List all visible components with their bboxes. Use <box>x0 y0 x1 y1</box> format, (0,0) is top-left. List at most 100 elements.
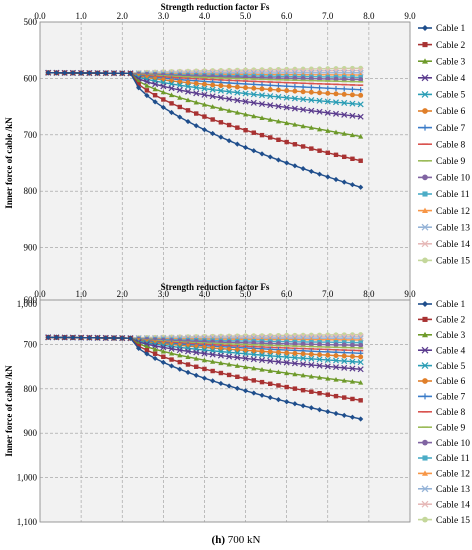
legend-swatch-marker <box>422 124 428 131</box>
data-point <box>325 375 331 381</box>
data-point <box>349 76 355 82</box>
data-point <box>218 380 224 387</box>
data-point <box>242 355 249 362</box>
data-point <box>242 364 249 370</box>
legend-item: Cable 5 <box>418 91 466 101</box>
legend-swatch-marker <box>422 439 428 446</box>
legend: Cable 1 Cable 2 Cable 3 Cable 4 Cable 5 Cable… <box>418 300 470 526</box>
y-axis-title: Inner force of cable /kN <box>4 365 14 457</box>
data-point <box>267 86 273 92</box>
data-point <box>202 366 207 372</box>
data-point <box>300 351 306 357</box>
legend-swatch-marker <box>422 174 428 181</box>
data-point <box>308 405 314 411</box>
data-point <box>300 123 306 129</box>
data-point <box>333 85 339 92</box>
data-point <box>316 362 323 369</box>
data-point <box>194 364 199 369</box>
data-point <box>358 87 364 93</box>
legend-label: Cable 2 <box>436 41 466 51</box>
plot-area <box>39 299 411 523</box>
data-point <box>242 90 249 97</box>
data-point <box>243 85 249 91</box>
data-point <box>349 414 356 420</box>
x-tick-label: 1.0 <box>75 11 87 21</box>
legend-item: Cable 6 <box>418 107 466 117</box>
legend-label: Cable 7 <box>436 393 466 403</box>
x-tick-label: 1.0 <box>75 289 87 299</box>
x-tick-label: 7.0 <box>322 11 334 21</box>
data-point <box>103 70 109 76</box>
data-point <box>251 148 257 154</box>
data-point <box>234 109 240 115</box>
data-point <box>358 77 364 82</box>
data-point <box>308 341 314 347</box>
data-point <box>341 179 347 185</box>
data-point <box>152 355 158 362</box>
data-point <box>308 97 315 104</box>
data-point <box>292 341 298 347</box>
data-point <box>242 98 249 105</box>
legend-item: Cable 8 <box>418 140 466 150</box>
data-point <box>275 87 281 93</box>
data-point <box>358 416 364 422</box>
data-point <box>316 407 323 413</box>
data-point <box>226 353 233 360</box>
data-point <box>217 94 224 101</box>
data-point <box>169 101 174 106</box>
data-point <box>136 345 142 352</box>
data-point <box>161 97 166 102</box>
legend-swatch-marker <box>422 207 428 213</box>
data-point <box>78 70 84 76</box>
data-point <box>258 352 266 359</box>
data-point <box>217 87 224 94</box>
data-point <box>119 335 125 341</box>
data-point <box>168 92 175 98</box>
data-point <box>284 370 290 376</box>
data-point <box>201 127 208 133</box>
data-point <box>258 357 266 364</box>
legend-label: Cable 9 <box>436 423 466 433</box>
data-point <box>70 334 76 341</box>
data-point <box>325 352 331 358</box>
data-point <box>349 132 356 138</box>
data-point <box>259 115 265 121</box>
data-point <box>259 348 265 354</box>
data-point <box>210 117 215 122</box>
data-point <box>349 353 355 359</box>
data-point <box>62 70 68 76</box>
data-point <box>324 363 331 370</box>
data-point <box>267 102 274 109</box>
legend-item: Cable 13 <box>418 485 470 495</box>
data-point <box>152 86 158 92</box>
data-point <box>325 90 331 96</box>
legend-item: Cable 10 <box>418 174 470 184</box>
y-tick-label: 600 <box>24 295 38 305</box>
data-point <box>177 79 183 85</box>
x-tick-label: 2.0 <box>117 11 129 21</box>
data-point <box>333 353 339 359</box>
data-point <box>275 93 282 100</box>
data-point <box>333 342 339 348</box>
legend-swatch-marker <box>421 362 429 370</box>
data-point <box>251 348 257 354</box>
data-point <box>317 390 322 396</box>
data-point <box>235 374 240 380</box>
legend-item: Cable 2 <box>418 41 466 51</box>
data-point <box>185 362 191 367</box>
data-point <box>325 85 331 91</box>
data-point <box>325 392 330 397</box>
data-point <box>267 368 273 373</box>
data-point <box>284 384 289 390</box>
data-point <box>300 144 306 149</box>
x-tick-label: 7.0 <box>322 289 334 299</box>
legend-label: Cable 10 <box>436 439 470 449</box>
data-point <box>161 354 166 359</box>
data-point <box>317 90 323 96</box>
legend-item: Cable 5 <box>418 362 466 372</box>
x-tick-label: 3.0 <box>158 289 170 299</box>
data-point <box>243 127 248 133</box>
legend-swatch-marker <box>421 90 429 98</box>
legend-item: Cable 8 <box>418 408 466 418</box>
legend-item: Cable 1 <box>418 300 466 310</box>
